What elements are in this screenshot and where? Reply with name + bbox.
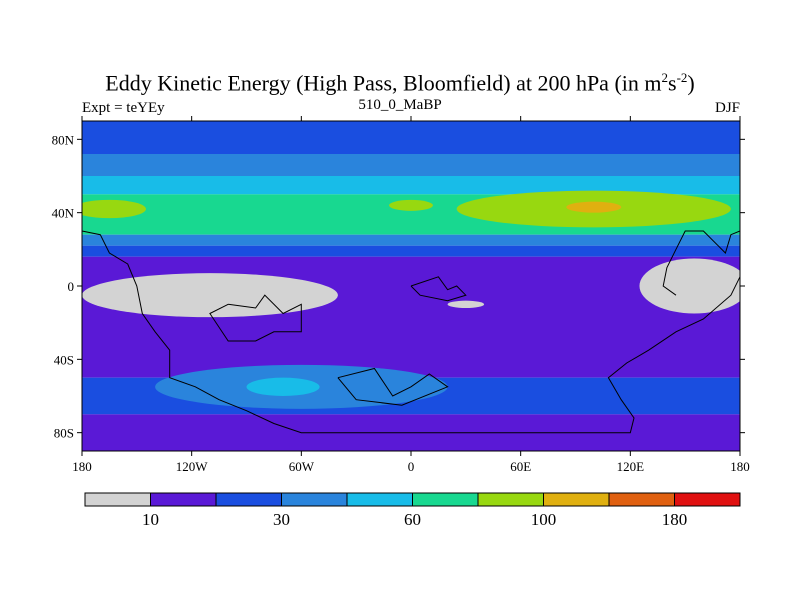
band-north-sub — [82, 154, 740, 176]
y-tick-label: 80S — [54, 426, 74, 441]
x-tick-label: 60E — [510, 459, 531, 474]
colorbar-swatch — [281, 492, 348, 507]
coastline-tropics-inner-outline — [209, 294, 302, 342]
colorbar-label: 10 — [142, 510, 159, 529]
title-sup-1: 2 — [661, 70, 669, 85]
x-tick-label: 120W — [176, 459, 209, 474]
y-tick-label: 80N — [52, 132, 75, 147]
y-tick-label: 40S — [54, 352, 74, 367]
coastline-equator-notch-outline — [410, 276, 467, 302]
x-axis: 180 120W 60W 0 60E 120E 180 — [72, 116, 750, 474]
x-tick-label: 0 — [408, 459, 415, 474]
region-north-jet-core-atlantic — [82, 199, 146, 219]
region-low-eke-west — [82, 273, 338, 318]
x-tick-label: 180 — [72, 459, 92, 474]
field-layer — [82, 121, 740, 451]
coastline-island-center-outline — [337, 367, 449, 406]
region-low-eke-small — [447, 300, 485, 309]
colorbar-swatch — [608, 492, 675, 507]
x-tick-label: 60W — [289, 459, 315, 474]
colorbar-swatch — [150, 492, 217, 507]
coastline-continent-north-east-outline — [662, 230, 740, 296]
region-north-jet-max — [566, 201, 622, 213]
colorbar-swatch — [346, 492, 413, 507]
x-tick-label: 180 — [730, 459, 750, 474]
region-low-eke-east — [639, 258, 740, 314]
subtitle-left: Expt = teYEy — [82, 100, 165, 116]
colorbar-label: 100 — [531, 510, 557, 529]
y-tick-label: 40N — [52, 206, 75, 221]
band-north-mid — [82, 176, 740, 195]
colorbar-swatch — [84, 492, 151, 507]
colorbar-swatch — [412, 492, 479, 507]
region-south-jet-inner — [246, 377, 320, 397]
title-sup-2: -2 — [676, 70, 688, 85]
coastline-continent-west-outline — [82, 230, 740, 434]
colorbar-swatch — [477, 492, 544, 507]
band-north-low2 — [82, 245, 740, 257]
y-axis: 80N 40N 0 40S 80S — [52, 132, 745, 441]
subtitle-center: 510_0_MaBP — [358, 97, 442, 113]
region-north-jet-core-pacific — [389, 199, 433, 211]
colorbar: 10 30 60 100 180 — [84, 492, 741, 529]
band-north-low — [82, 234, 740, 246]
colorbar-label: 180 — [662, 510, 688, 529]
coastline-layer — [82, 230, 740, 434]
x-tick-label: 120E — [617, 459, 645, 474]
colorbar-swatch — [674, 492, 741, 507]
colorbar-swatch — [215, 492, 282, 507]
colorbar-swatch — [543, 492, 610, 507]
chart-title: Eddy Kinetic Energy (High Pass, Bloomfie… — [105, 70, 695, 96]
colorbar-label: 30 — [273, 510, 290, 529]
y-tick-label: 0 — [68, 279, 75, 294]
colorbar-label: 60 — [404, 510, 421, 529]
band-north-polar — [82, 121, 740, 154]
subtitle-right: DJF — [714, 100, 740, 116]
